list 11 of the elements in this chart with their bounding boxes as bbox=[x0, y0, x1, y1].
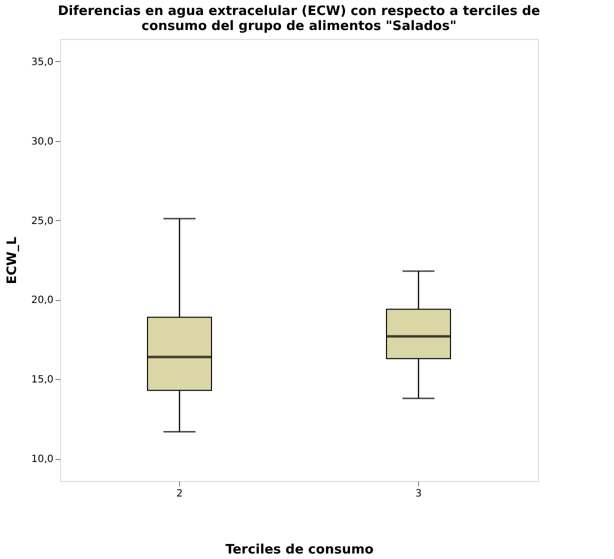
y-tick-label: 10,0 bbox=[31, 454, 54, 466]
chart-title: Diferencias en agua extracelular (ECW) con respecto a terciles de consumo del grupo de alimentos "Salados" bbox=[58, 4, 540, 34]
y-axis-title: ECW_L bbox=[5, 236, 20, 284]
y-tick-label: 30,0 bbox=[31, 136, 54, 148]
x-tick-label: 3 bbox=[415, 488, 422, 500]
y-tick-label: 35,0 bbox=[31, 56, 54, 68]
y-tick-label: 20,0 bbox=[31, 295, 54, 306]
y-tick-label: 15,0 bbox=[31, 374, 54, 386]
x-axis-title: Terciles de consumo bbox=[225, 542, 374, 558]
x-tick-label: 2 bbox=[176, 488, 183, 500]
y-tick-label: 25,0 bbox=[31, 216, 54, 227]
